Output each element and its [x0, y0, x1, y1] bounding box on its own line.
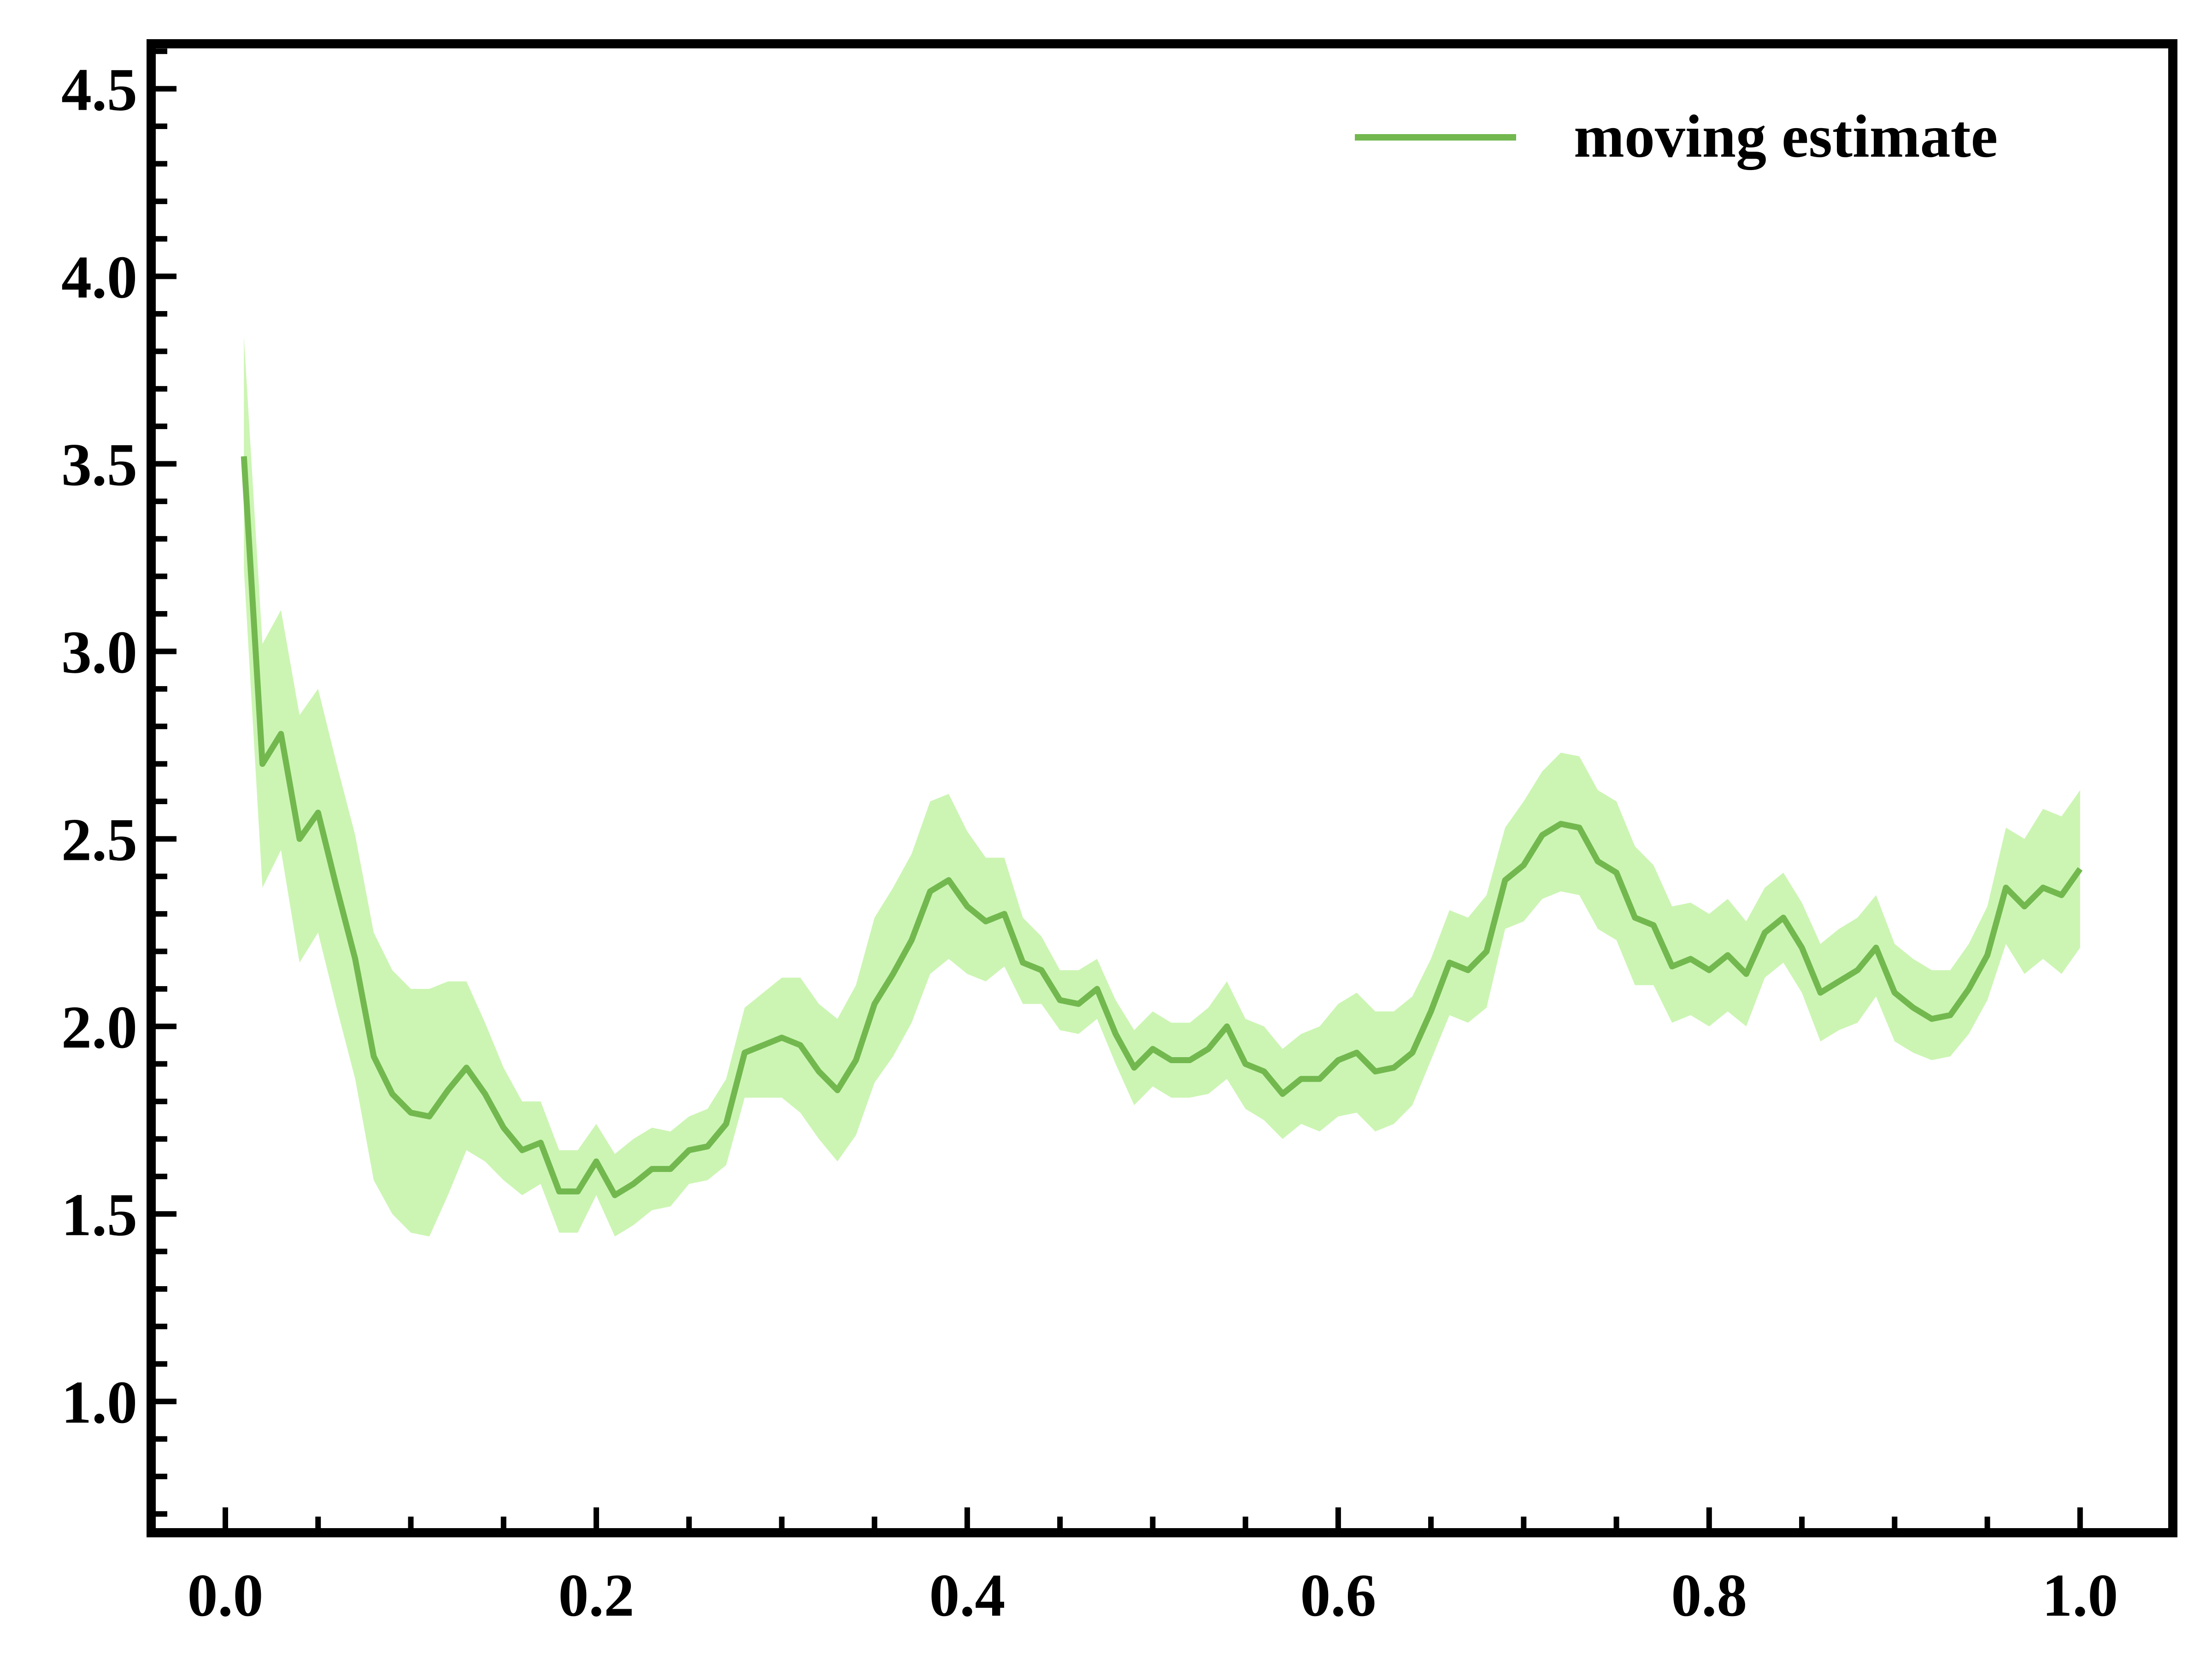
- confidence-band: [244, 336, 2080, 1237]
- axes-frame: [147, 39, 2177, 1537]
- legend: moving estimate: [1355, 102, 1998, 170]
- x-tick-label: 0.4: [929, 1561, 1005, 1629]
- y-tick-label: 2.5: [61, 806, 137, 873]
- legend-label: moving estimate: [1574, 102, 1998, 170]
- axis-ticks: [156, 48, 2176, 1528]
- x-tick-label: 0.8: [1671, 1561, 1747, 1629]
- y-tick-label: 2.0: [61, 993, 137, 1061]
- y-tick-label: 1.0: [61, 1368, 137, 1436]
- y-tick-label: 4.0: [61, 243, 137, 311]
- x-tick-label: 0.0: [187, 1561, 263, 1629]
- y-tick-label: 3.0: [61, 618, 137, 686]
- x-tick-label: 0.6: [1300, 1561, 1376, 1629]
- series-line: [241, 456, 2083, 1198]
- axis-tick-labels: 0.0 0.2 0.4 0.6 0.8 1.0 1.0 1.5 2.0 2.5 3.0 3.5 4.0 4…: [61, 56, 2118, 1629]
- plot-area: [241, 336, 2083, 1237]
- x-tick-label: 0.2: [558, 1561, 634, 1629]
- y-tick-label: 3.5: [61, 431, 137, 499]
- y-tick-label: 1.5: [61, 1181, 137, 1248]
- x-tick-label: 1.0: [2042, 1561, 2118, 1629]
- y-tick-label: 4.5: [61, 56, 137, 124]
